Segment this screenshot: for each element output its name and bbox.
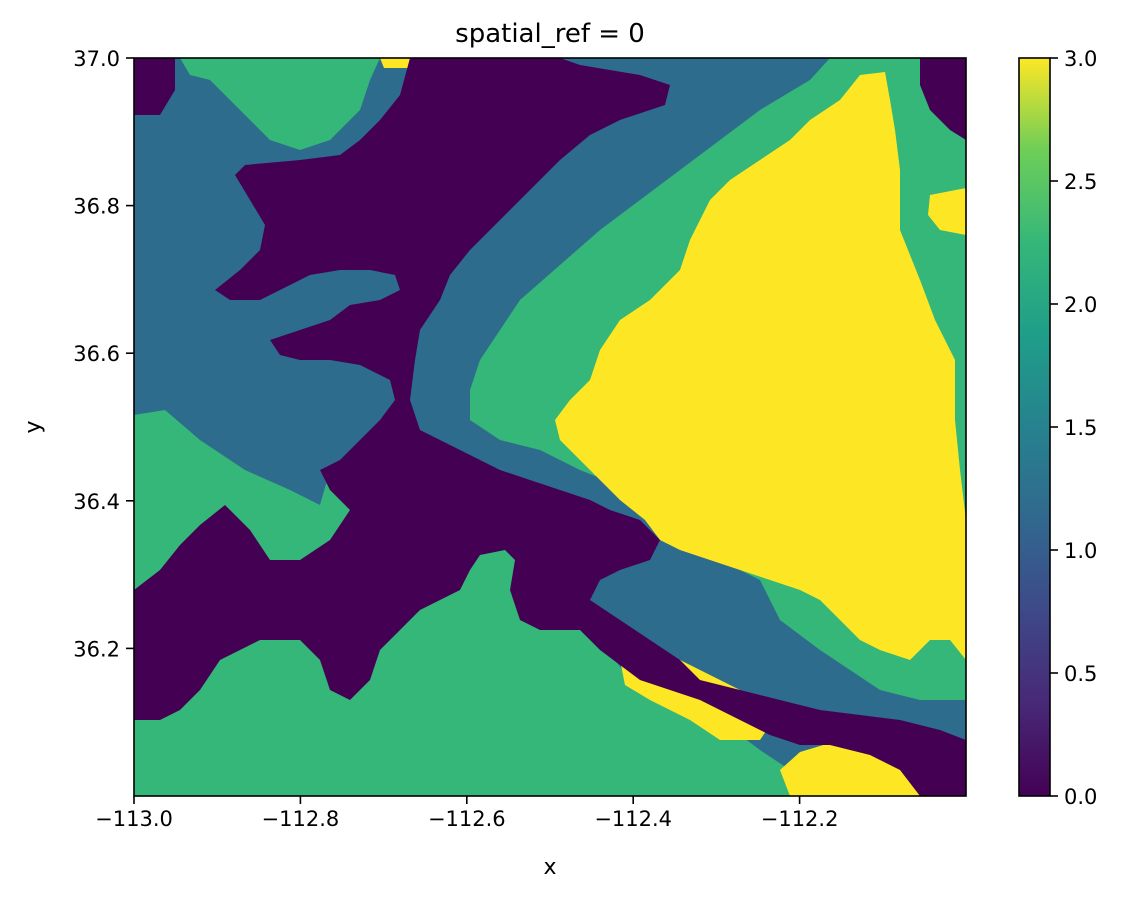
colorbar-axis: 0.0 0.5 1.0 1.5 2.0 2.5 3.0 (1050, 47, 1097, 809)
colorbar-tick-label: 1.5 (1064, 416, 1097, 440)
region-class-2-southwest (134, 410, 800, 796)
colorbar-tick-label: 0.0 (1064, 785, 1097, 809)
colorbar-tick-label: 3.0 (1064, 47, 1097, 71)
region-class-3-north-patch (380, 58, 412, 68)
x-tick-label: −112.2 (761, 807, 839, 831)
region-class-0-east-strip (920, 58, 966, 140)
x-tick-label: −112.4 (594, 807, 672, 831)
x-axis-label: x (543, 855, 556, 880)
y-tick-label: 36.8 (73, 195, 120, 219)
colorbar-tick-label: 2.5 (1064, 170, 1097, 194)
y-tick-label: 36.2 (73, 637, 120, 661)
colorbar-tick-label: 1.0 (1064, 539, 1097, 563)
colorbar (1018, 57, 1051, 797)
y-tick-label: 37.0 (73, 47, 120, 71)
colorbar-tick-label: 2.0 (1064, 293, 1097, 317)
x-tick-label: −112.6 (428, 807, 506, 831)
region-class-2-north-patches (180, 58, 380, 150)
region-class-3-plateau (555, 72, 966, 660)
y-tick-label: 36.6 (73, 342, 120, 366)
x-axis: −113.0 −112.8 −112.6 −112.4 −112.2 (95, 796, 838, 831)
region-class-0-canyon (134, 58, 966, 796)
region-class-3-south-lobe (780, 740, 940, 796)
y-tick-label: 36.4 (73, 490, 120, 514)
plot-frame (133, 57, 967, 797)
colorbar-tick-label: 0.5 (1064, 662, 1097, 686)
raster-map (134, 58, 966, 796)
y-axis: 36.2 36.4 36.6 36.8 37.0 (73, 47, 134, 661)
region-class-3-east-patch (928, 188, 966, 235)
y-axis-label: y (21, 420, 46, 433)
chart-title: spatial_ref = 0 (455, 19, 645, 49)
x-tick-label: −112.8 (262, 807, 340, 831)
x-tick-label: −113.0 (95, 807, 173, 831)
